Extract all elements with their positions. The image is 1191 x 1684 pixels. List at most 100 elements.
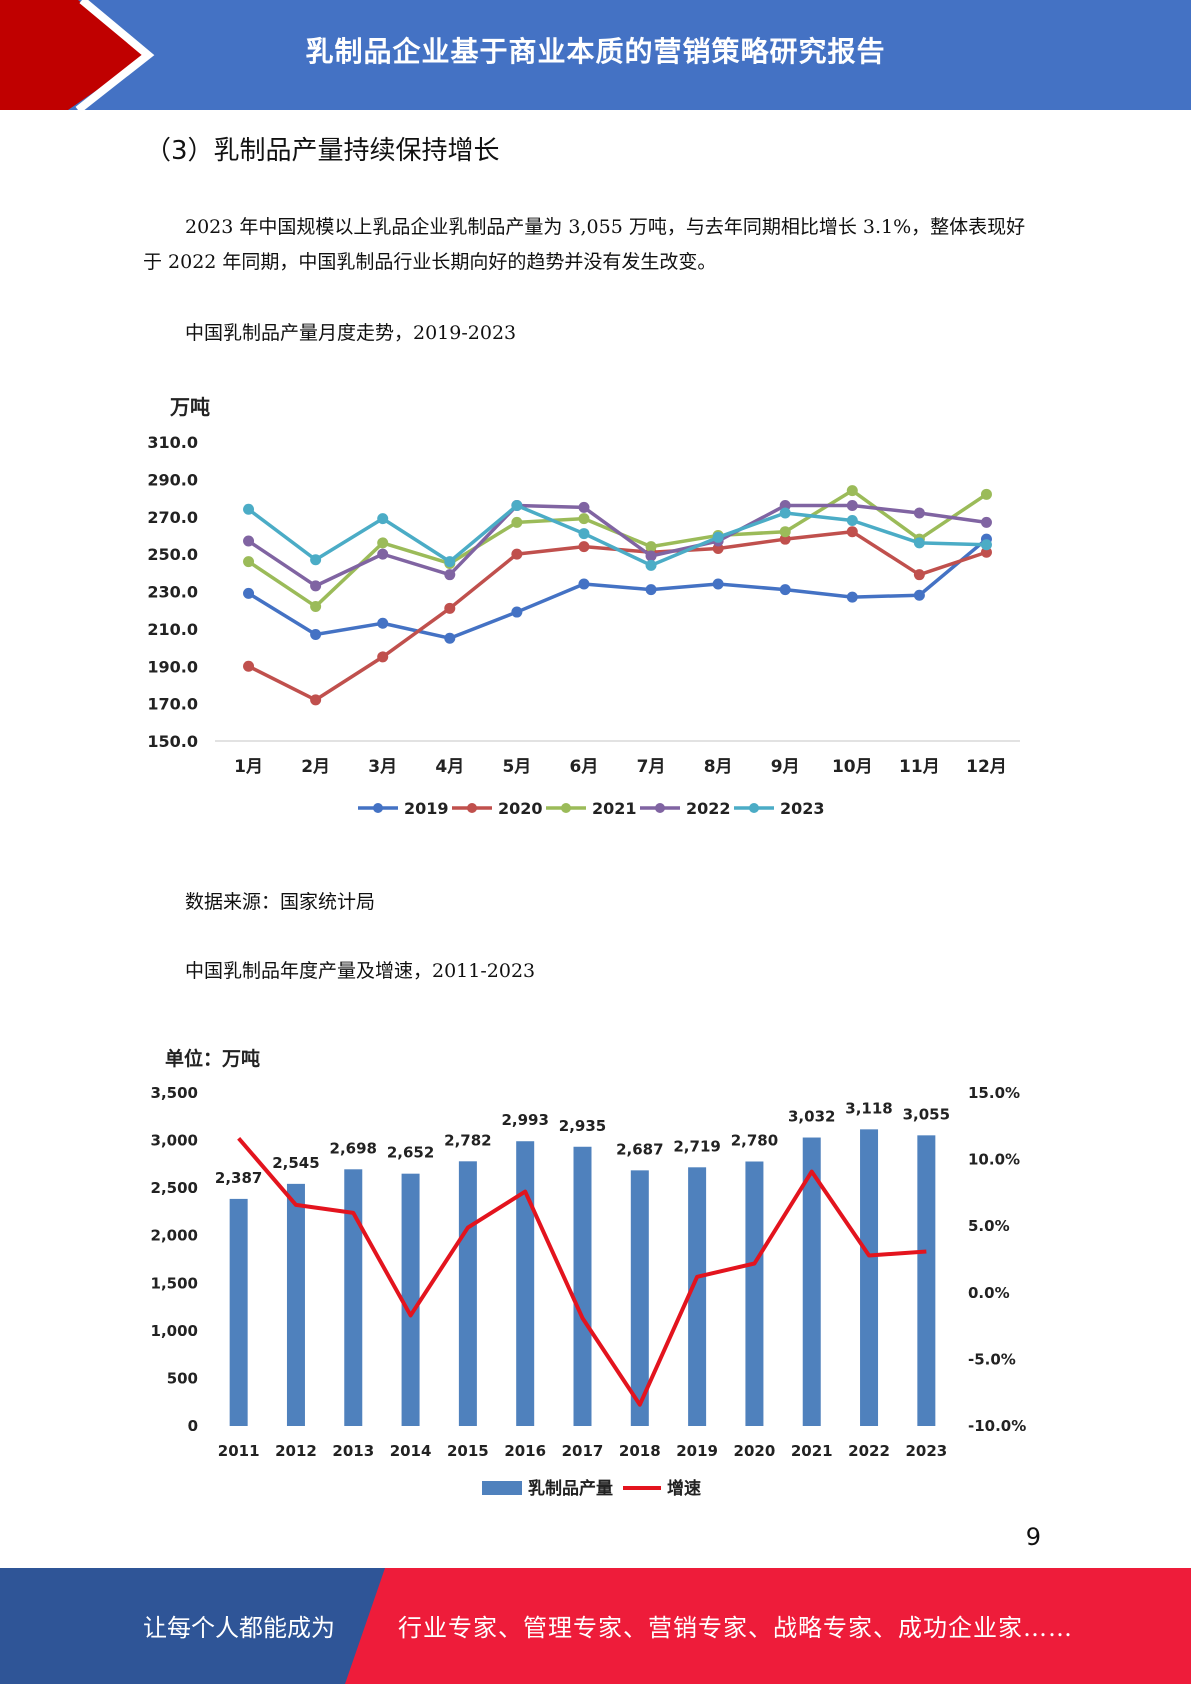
data-point-2019 bbox=[846, 591, 858, 603]
x-tick-label: 2011 bbox=[218, 1442, 260, 1460]
x-tick-label: 2014 bbox=[390, 1442, 432, 1460]
x-tick-label: 2019 bbox=[676, 1442, 718, 1460]
y-tick-label: 290.0 bbox=[147, 470, 198, 489]
data-point-2023 bbox=[913, 537, 925, 549]
data-point-2023 bbox=[779, 507, 791, 519]
bar-value-label: 2,652 bbox=[387, 1144, 434, 1162]
x-tick-label: 2015 bbox=[447, 1442, 489, 1460]
data-point-2023 bbox=[980, 539, 992, 551]
legend-label-2020: 2020 bbox=[498, 799, 543, 818]
bar-value-label: 2,387 bbox=[215, 1169, 262, 1187]
data-point-2022 bbox=[377, 548, 389, 560]
y-tick-label: 230.0 bbox=[147, 583, 198, 602]
page-number: 9 bbox=[1025, 1523, 1041, 1551]
y-tick-label: 270.0 bbox=[147, 508, 198, 527]
y-axis-title: 单位：万吨 bbox=[165, 1047, 260, 1070]
data-point-2022 bbox=[913, 507, 925, 519]
x-tick-label: 9月 bbox=[771, 757, 800, 777]
bar-value-label: 3,118 bbox=[845, 1099, 892, 1117]
data-point-2022 bbox=[846, 500, 858, 512]
x-tick-label: 11月 bbox=[899, 757, 940, 777]
bar-2011 bbox=[229, 1198, 248, 1426]
legend-marker-2023 bbox=[749, 803, 759, 813]
data-point-2020 bbox=[377, 651, 389, 663]
x-tick-label: 10月 bbox=[832, 757, 873, 777]
data-point-2020 bbox=[846, 526, 858, 538]
legend-label-2022: 2022 bbox=[686, 799, 731, 818]
y-tick-label: 190.0 bbox=[147, 657, 198, 676]
bar-value-label: 2,687 bbox=[616, 1140, 663, 1158]
legend-marker-2022 bbox=[655, 803, 665, 813]
bar-2013 bbox=[344, 1169, 363, 1426]
header-title: 乳制品企业基于商业本质的营销策略研究报告 bbox=[305, 35, 886, 68]
y2-tick-label: -5.0% bbox=[968, 1350, 1016, 1368]
bar-2020 bbox=[745, 1161, 764, 1426]
y-tick-label: 250.0 bbox=[147, 545, 198, 564]
y-tick-label: 3,000 bbox=[151, 1132, 198, 1150]
data-point-2023 bbox=[712, 531, 724, 543]
chart2-caption: 中国乳制品年度产量及增速，2011-2023 bbox=[185, 960, 536, 982]
data-point-2022 bbox=[578, 501, 590, 513]
y-tick-label: 170.0 bbox=[147, 695, 198, 714]
data-point-2019 bbox=[578, 578, 590, 590]
data-point-2023 bbox=[511, 500, 523, 512]
series-line-2020 bbox=[247, 529, 988, 702]
y2-tick-label: 10.0% bbox=[968, 1151, 1020, 1169]
y2-tick-label: 0.0% bbox=[968, 1284, 1010, 1302]
bar-2019 bbox=[688, 1167, 707, 1426]
y-tick-label: 0 bbox=[188, 1417, 198, 1435]
data-point-2020 bbox=[511, 548, 523, 560]
data-point-2023 bbox=[310, 554, 322, 566]
data-point-2021 bbox=[511, 516, 523, 528]
page-header: 乳制品企业基于商业本质的营销策略研究报告 bbox=[0, 0, 1191, 110]
data-point-2021 bbox=[980, 488, 992, 500]
y-tick-label: 150.0 bbox=[147, 732, 198, 751]
legend-label-2019: 2019 bbox=[404, 799, 449, 818]
bar-value-label: 3,055 bbox=[903, 1105, 950, 1123]
data-point-2022 bbox=[645, 550, 657, 562]
growth-rate-line bbox=[237, 1136, 927, 1407]
bar-value-label: 2,719 bbox=[673, 1137, 720, 1155]
data-point-2019 bbox=[712, 578, 724, 590]
x-tick-label: 7月 bbox=[637, 757, 666, 777]
data-point-2023 bbox=[444, 556, 456, 568]
bar-value-label: 2,780 bbox=[731, 1132, 778, 1150]
x-tick-label: 3月 bbox=[368, 757, 397, 777]
y-tick-label: 210.0 bbox=[147, 620, 198, 639]
bar-value-label: 3,032 bbox=[788, 1108, 835, 1126]
data-point-2023 bbox=[846, 514, 858, 526]
bar-value-label: 2,698 bbox=[330, 1139, 377, 1157]
x-tick-label: 2020 bbox=[734, 1442, 776, 1460]
footer-background bbox=[0, 1568, 1191, 1684]
footer-slogan-left: 让每个人都能成为 bbox=[143, 1614, 335, 1642]
bar-2014 bbox=[401, 1173, 420, 1426]
bar-2018 bbox=[630, 1170, 649, 1426]
data-point-2020 bbox=[913, 569, 925, 581]
data-point-2019 bbox=[377, 617, 389, 629]
y2-tick-label: 5.0% bbox=[968, 1217, 1010, 1235]
data-point-2021 bbox=[645, 541, 657, 553]
y-tick-label: 3,500 bbox=[151, 1084, 198, 1102]
x-tick-label: 2017 bbox=[562, 1442, 604, 1460]
bar-2017 bbox=[573, 1146, 592, 1426]
data-point-2021 bbox=[846, 485, 858, 497]
data-point-2020 bbox=[444, 602, 456, 614]
y-axis-title: 万吨 bbox=[169, 395, 210, 419]
data-point-2019 bbox=[511, 606, 523, 618]
bar-2015 bbox=[458, 1161, 477, 1426]
bar-2023 bbox=[917, 1135, 936, 1426]
legend-marker-2021 bbox=[561, 803, 571, 813]
bar-value-label: 2,782 bbox=[444, 1131, 491, 1149]
bar-2022 bbox=[860, 1129, 879, 1426]
data-point-2019 bbox=[444, 632, 456, 644]
bar-value-label: 2,993 bbox=[501, 1111, 548, 1129]
legend-label-2021: 2021 bbox=[592, 799, 637, 818]
legend-marker-2020 bbox=[467, 803, 477, 813]
x-tick-label: 2021 bbox=[791, 1442, 833, 1460]
data-point-2021 bbox=[578, 513, 590, 525]
bar-value-label: 2,545 bbox=[272, 1154, 319, 1172]
legend-label-bar: 乳制品产量 bbox=[528, 1478, 613, 1499]
header-chevron-graphic bbox=[0, 0, 155, 110]
chart1-caption: 中国乳制品产量月度走势，2019-2023 bbox=[185, 322, 517, 344]
data-point-2021 bbox=[243, 556, 255, 568]
